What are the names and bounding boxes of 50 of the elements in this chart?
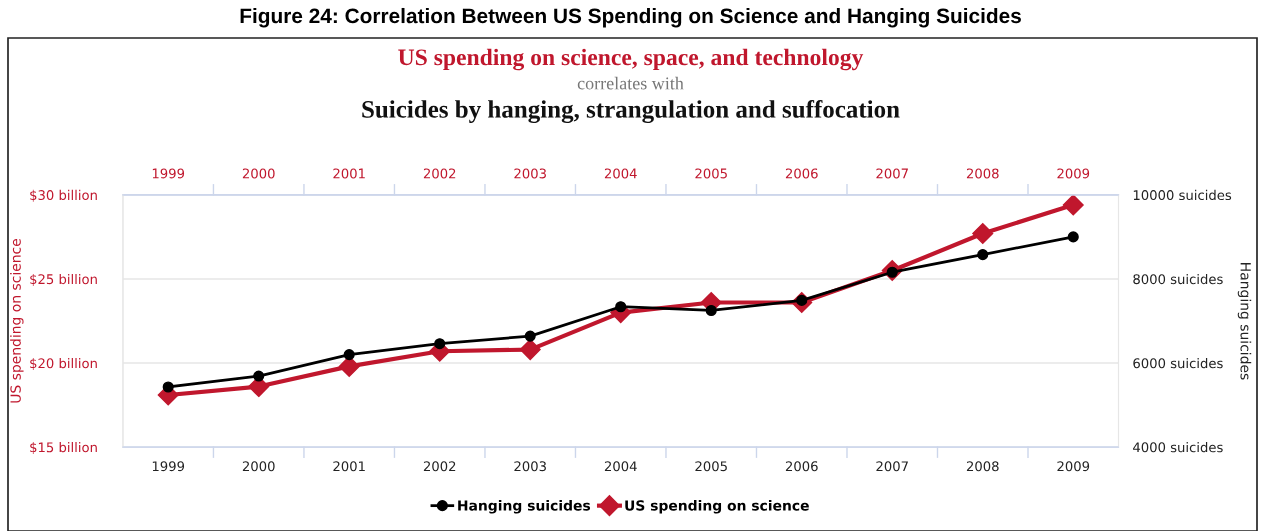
y-tick-label: $20 billion [30, 358, 97, 370]
point [519, 339, 541, 361]
y2-axis-title: Hanging suicides [1237, 263, 1252, 380]
point [253, 370, 265, 382]
y2-tick-label: 4000 suicides [1133, 442, 1223, 453]
x-tick-label: 2004 [604, 461, 637, 472]
legend-label: Hanging suicides [458, 499, 591, 514]
x-tick-label: 2005 [695, 461, 727, 472]
x-tick-label: 2006 [785, 461, 818, 472]
chart-title: Figure 24: Correlation Between US Spending on Science and Hanging Suicides [240, 7, 1021, 28]
x-tick-label: 2002 [423, 461, 456, 472]
category-label: 2003 [514, 168, 546, 179]
y2-tick-label: 10000 suicides [1133, 189, 1232, 201]
x-tick-label: 2008 [966, 461, 999, 472]
x-tick-label: 2009 [1057, 461, 1090, 472]
category-label: 2005 [695, 168, 727, 179]
point [615, 301, 627, 313]
y2-tick-label: 6000 suicides [1133, 358, 1223, 369]
category-label: 2001 [333, 168, 365, 179]
category-label: 1999 [152, 168, 185, 179]
category-label: 2007 [876, 168, 908, 179]
point [162, 381, 174, 393]
point [705, 304, 717, 317]
x-tick-label: 1999 [152, 461, 185, 472]
x-tick-label: 2007 [876, 461, 908, 472]
y-tick-label: $25 billion [30, 273, 97, 286]
text: Suicides by hanging, strangulation and suffocation [362, 99, 900, 124]
point [343, 349, 355, 361]
category-label: 2006 [785, 168, 818, 179]
y2-tick-label: 8000 suicides [1133, 273, 1223, 285]
x-tick-label: 2001 [333, 461, 365, 472]
legend-label: US spending on science [625, 499, 809, 514]
point [977, 249, 989, 261]
y-tick-label: $15 billion [30, 442, 97, 455]
x-tick-label: 2000 [242, 461, 275, 472]
category-label: 2009 [1057, 168, 1090, 179]
point [434, 338, 446, 350]
category-label: 2008 [966, 168, 999, 179]
category-label: 2004 [604, 168, 637, 179]
category-label: 2002 [423, 168, 456, 179]
y-axis-title: US spending on science [10, 238, 24, 403]
y-tick-label: $30 billion [30, 189, 97, 202]
text: correlates with [577, 76, 684, 90]
x-tick-label: 2003 [514, 461, 546, 472]
point [1067, 231, 1079, 243]
text: US spending on science, space, and technology [398, 48, 864, 71]
category-label: 2000 [242, 168, 275, 179]
point [972, 223, 994, 245]
point [524, 330, 536, 342]
point [1062, 194, 1084, 216]
